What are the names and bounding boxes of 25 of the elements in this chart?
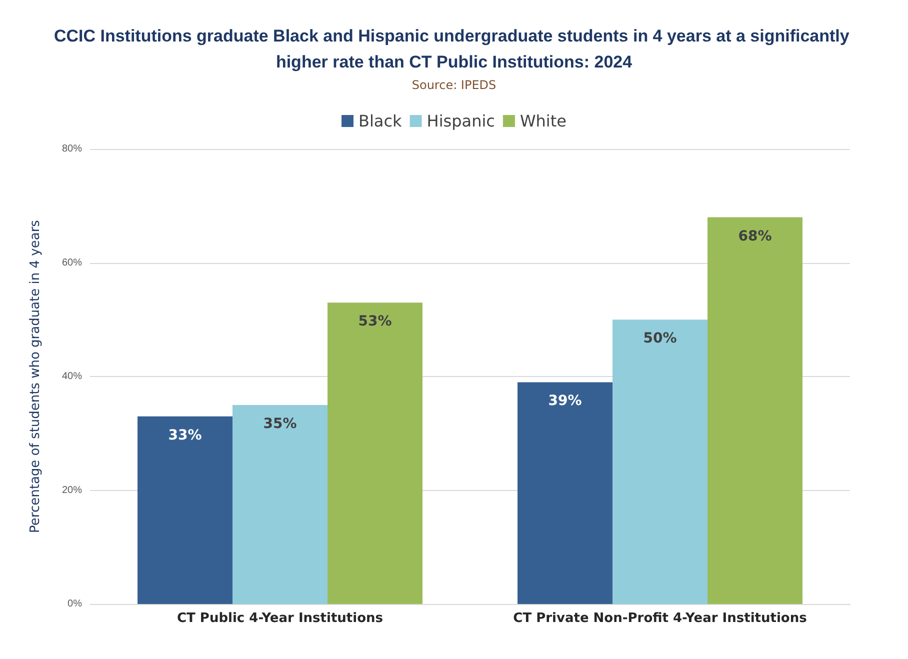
data-label: 68% — [738, 228, 772, 244]
data-label: 50% — [643, 330, 677, 347]
x-tick-label: CT Private Non-Profit 4-Year Institutions — [513, 611, 808, 626]
data-label: 35% — [263, 416, 297, 432]
bar — [708, 217, 802, 604]
bar — [232, 404, 328, 604]
bar — [328, 302, 422, 604]
data-label: 33% — [168, 427, 202, 444]
source-note: Source: IPEDS — [412, 78, 496, 92]
x-tick-label: CT Public 4-Year Institutions — [176, 611, 384, 626]
y-tick-label: 60% — [62, 257, 82, 268]
legend-label: Hispanic — [426, 112, 495, 130]
bar — [518, 382, 612, 604]
data-label: 39% — [548, 393, 582, 410]
y-tick-label: 0% — [68, 598, 82, 610]
data-label: 53% — [358, 314, 392, 330]
legend-label: Black — [358, 112, 403, 130]
legend-label: White — [520, 112, 566, 130]
y-tick-label: 20% — [62, 484, 82, 496]
y-tick-label: 80% — [62, 144, 82, 154]
y-tick-label: 40% — [62, 371, 82, 382]
bar — [612, 320, 708, 604]
y-axis-title: Percentage of students who graduate in 4 years — [28, 220, 43, 533]
bar — [138, 416, 232, 604]
chart-title: CCIC Institutions graduate Black and Hispanic undergraduate students in 4 years at a significantly higher rate than CT Public Institutions: 2024 — [54, 26, 854, 72]
